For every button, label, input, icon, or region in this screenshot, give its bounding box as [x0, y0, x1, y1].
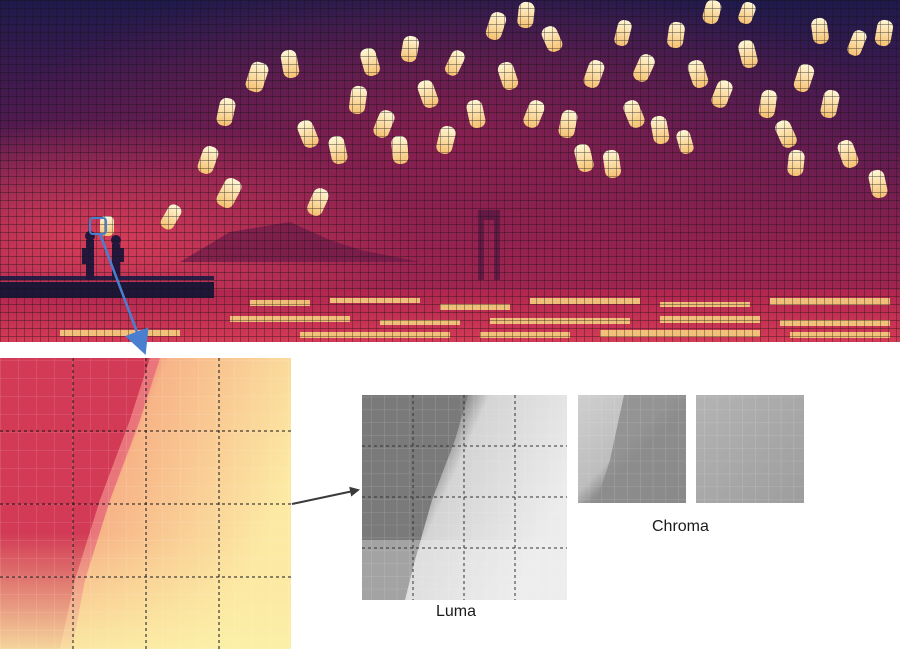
luma-label: Luma — [436, 603, 477, 620]
pipeline-arrow-icon — [291, 486, 360, 505]
source-photo — [0, 0, 900, 342]
chroma-block-cb — [578, 395, 686, 503]
luma-block — [362, 395, 567, 600]
pixel-grid — [0, 0, 900, 342]
chroma-label: Chroma — [652, 518, 709, 535]
selected-block — [89, 217, 107, 235]
zoomed-block — [0, 358, 291, 649]
chroma-block-cr — [696, 395, 804, 503]
zoom-arrow-icon — [98, 233, 149, 356]
